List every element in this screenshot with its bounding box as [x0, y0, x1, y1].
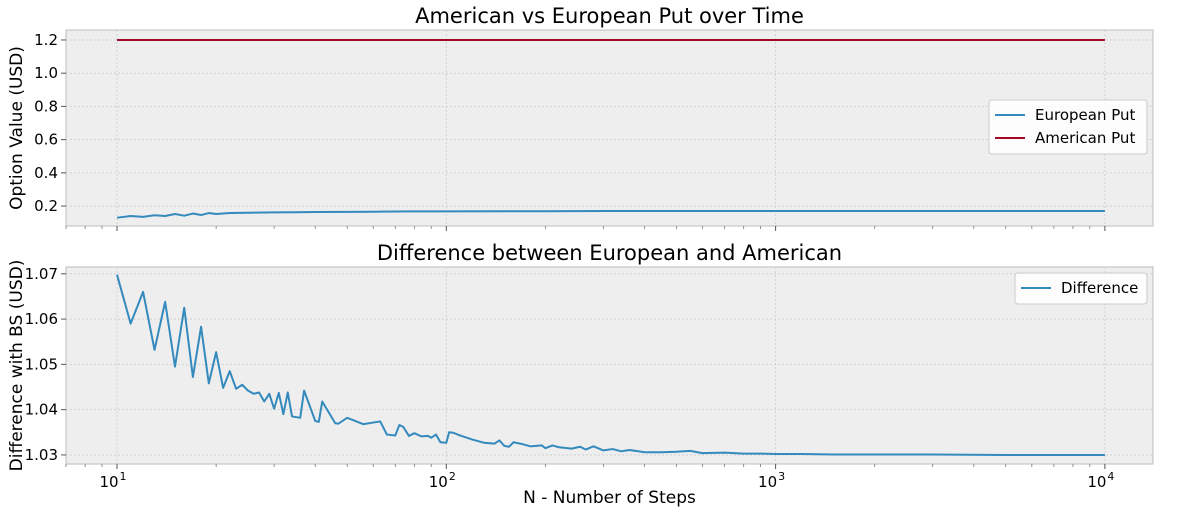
subplot-title: Difference between European and American [377, 241, 842, 265]
series-line-1 [116, 210, 1105, 219]
y-axis-label: Difference with BS (USD) [7, 260, 27, 472]
legend-label: European Put [1035, 106, 1136, 124]
legend-label: American Put [1035, 129, 1135, 147]
x-tick-label: 101 [99, 470, 126, 491]
x-tick-label: 104 [1087, 470, 1114, 491]
y-tick-label: 1.04 [25, 401, 58, 419]
subplot-title: American vs European Put over Time [415, 4, 804, 28]
y-tick-label: 1.07 [25, 265, 58, 283]
x-tick-label: 102 [429, 470, 456, 491]
legend-box [988, 99, 1148, 155]
y-tick-label: 1.03 [25, 446, 58, 464]
legend-label: Difference [1061, 279, 1138, 297]
y-tick-label: 0.4 [34, 164, 58, 182]
y-tick-label: 0.2 [34, 197, 58, 215]
plot-area [65, 29, 1154, 227]
y-tick-label: 1.06 [25, 310, 58, 328]
x-tick-label: 103 [758, 470, 785, 491]
y-tick-label: 1.2 [34, 31, 58, 49]
series-line-1 [116, 274, 1105, 456]
legend: Difference [1014, 272, 1148, 305]
y-tick-label: 1.05 [25, 355, 58, 373]
subplot-1: 0.2 0.4 0.6 0.8 1.0 1.2 American vs European P… [7, 4, 1154, 231]
subplot-2: 1.03 1.04 1.05 1.06 1.07 101 102 103 104 Differen… [7, 241, 1154, 508]
y-axis-label: Option Value (USD) [7, 46, 27, 210]
legend: European Put American Put [988, 99, 1148, 155]
x-axis-label: N - Number of Steps [523, 488, 696, 508]
legend-box [1014, 272, 1148, 305]
y-tick-label: 0.8 [34, 97, 58, 115]
plot-area [65, 266, 1154, 465]
y-tick-label: 1.0 [34, 64, 58, 82]
y-tick-label: 0.6 [34, 131, 58, 149]
